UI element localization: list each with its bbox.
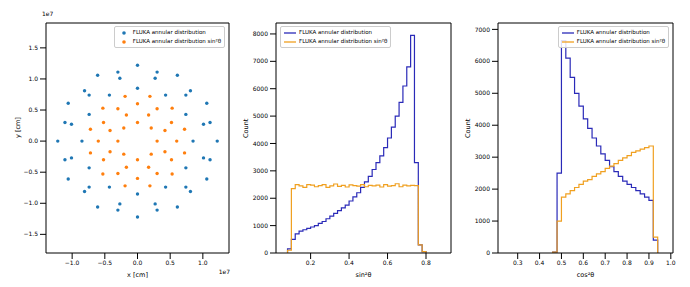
svg-text:0.3: 0.3 (513, 259, 523, 266)
svg-text:0.6: 0.6 (383, 259, 393, 266)
svg-text:0.8: 0.8 (421, 259, 431, 266)
svg-text:1000: 1000 (475, 217, 490, 224)
svg-text:0: 0 (264, 249, 268, 256)
svg-text:0.5: 0.5 (28, 106, 38, 113)
svg-text:0.4: 0.4 (344, 259, 354, 266)
svg-text:0.9: 0.9 (644, 259, 654, 266)
svg-text:7000: 7000 (253, 57, 268, 64)
html-text:FLUKA annular distribution sin: FLUKA annular distribution sin²θ (132, 38, 221, 44)
svg-text:y [cm]: y [cm] (14, 117, 22, 138)
svg-text:0.2: 0.2 (306, 259, 316, 266)
html-text:FLUKA annular distribution: FLUKA annular distribution (299, 29, 373, 35)
html-text:1e7: 1e7 (42, 10, 54, 17)
svg-text:1.0: 1.0 (666, 259, 676, 266)
svg-text:−1.5: −1.5 (23, 230, 38, 237)
svg-text:1.0: 1.0 (198, 259, 208, 266)
html-text:FLUKA annular distribution sin: FLUKA annular distribution sin²θ (576, 38, 665, 44)
svg-text:0.0: 0.0 (133, 259, 143, 266)
svg-text:0: 0 (486, 249, 490, 256)
svg-text:0.5: 0.5 (165, 259, 175, 266)
svg-text:1.5: 1.5 (28, 44, 38, 51)
svg-text:3000: 3000 (475, 153, 490, 160)
svg-text:0.0: 0.0 (28, 137, 38, 144)
svg-text:8000: 8000 (253, 30, 268, 37)
svg-text:6000: 6000 (475, 57, 490, 64)
svg-text:1000: 1000 (253, 222, 268, 229)
svg-text:0.5: 0.5 (557, 259, 567, 266)
svg-text:cos²θ: cos²θ (577, 271, 595, 279)
svg-text:7000: 7000 (475, 26, 490, 33)
html-text:FLUKA annular distribution: FLUKA annular distribution (132, 29, 206, 35)
svg-text:−1.0: −1.0 (23, 199, 38, 206)
svg-text:6000: 6000 (253, 85, 268, 92)
svg-text:x [cm]: x [cm] (127, 271, 148, 279)
svg-text:−0.5: −0.5 (23, 168, 38, 175)
svg-text:1.0: 1.0 (28, 75, 38, 82)
svg-text:sin²θ: sin²θ (356, 271, 372, 279)
html-text:1e7: 1e7 (218, 268, 230, 275)
svg-text:0.8: 0.8 (622, 259, 632, 266)
svg-text:Count: Count (464, 118, 472, 138)
svg-text:4000: 4000 (253, 140, 268, 147)
svg-text:Count: Count (242, 118, 250, 138)
svg-text:4000: 4000 (475, 121, 490, 128)
html-text:FLUKA annular distribution sin: FLUKA annular distribution sin²θ (299, 38, 388, 44)
html-text:FLUKA annular distribution: FLUKA annular distribution (576, 29, 650, 35)
svg-text:0.7: 0.7 (600, 259, 610, 266)
svg-text:5000: 5000 (475, 89, 490, 96)
svg-text:0.4: 0.4 (535, 259, 545, 266)
svg-text:2000: 2000 (475, 185, 490, 192)
svg-text:2000: 2000 (253, 194, 268, 201)
svg-text:−1.0: −1.0 (65, 259, 80, 266)
svg-text:0.6: 0.6 (579, 259, 589, 266)
svg-text:5000: 5000 (253, 112, 268, 119)
svg-text:3000: 3000 (253, 167, 268, 174)
svg-text:−0.5: −0.5 (98, 259, 113, 266)
